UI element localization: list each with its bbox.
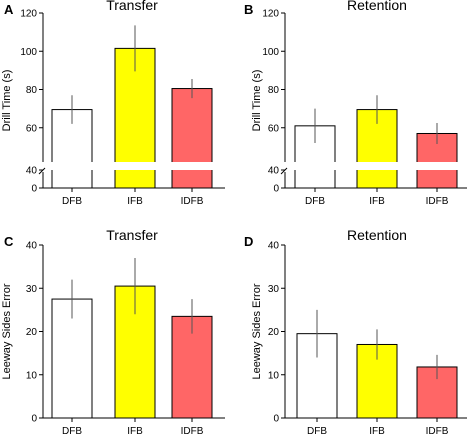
panel-title: Retention xyxy=(347,0,407,13)
y-tick-label: 0 xyxy=(31,184,37,195)
x-tick-label-idfb: IDFB xyxy=(181,426,204,437)
panel-letter: D xyxy=(244,234,253,249)
y-tick-label: 10 xyxy=(26,370,38,381)
x-tick-label-dfb: DFB xyxy=(62,426,82,437)
panel-c: 0 10 20 30 40 DFB IFB IDFB Transfer C Leeway Sides… xyxy=(1,227,225,437)
y-tick-label: 100 xyxy=(262,47,279,58)
x-tick-label-dfb: DFB xyxy=(307,426,327,437)
panel-title: Transfer xyxy=(106,227,158,243)
y-tick-label: 20 xyxy=(268,327,280,338)
y-axis-label: Leeway Sides Error xyxy=(251,283,263,379)
x-tick-label-ifb: IFB xyxy=(127,196,143,207)
y-tick-label: 80 xyxy=(26,85,38,96)
panel-letter: A xyxy=(4,2,14,17)
panel-letter: B xyxy=(244,2,253,17)
x-tick-label-idfb: IDFB xyxy=(426,426,449,437)
y-tick-label: 40 xyxy=(268,241,280,252)
x-tick-label-dfb: DFB xyxy=(62,196,82,207)
y-tick-label: 100 xyxy=(20,47,37,58)
axis-break-band xyxy=(286,162,468,170)
bar-idfb xyxy=(171,88,213,189)
y-tick-label: 120 xyxy=(262,9,279,20)
y-tick-label: 20 xyxy=(26,327,38,338)
y-axis-label: Drill Time (s) xyxy=(1,70,13,132)
x-tick-label-idfb: IDFB xyxy=(181,196,204,207)
y-tick-label: 0 xyxy=(31,414,37,425)
y-tick-label: 30 xyxy=(26,284,38,295)
axis-break-mark xyxy=(280,167,288,175)
bar-dfb xyxy=(51,298,93,419)
y-axis-label: Leeway Sides Error xyxy=(1,283,13,379)
y-tick-label: 60 xyxy=(268,123,280,134)
x-tick-label-ifb: IFB xyxy=(369,426,385,437)
x-tick-label-dfb: DFB xyxy=(305,196,325,207)
panel-letter: C xyxy=(4,234,14,249)
x-tick-label-idfb: IDFB xyxy=(426,196,449,207)
x-tick-label-ifb: IFB xyxy=(369,196,385,207)
y-tick-label: 60 xyxy=(26,123,38,134)
y-tick-label: 120 xyxy=(20,9,37,20)
x-tick-label-ifb: IFB xyxy=(127,426,143,437)
panel-title: Retention xyxy=(347,227,407,243)
y-tick-label: 10 xyxy=(268,370,280,381)
y-tick-label: 0 xyxy=(273,414,279,425)
y-tick-label: 40 xyxy=(26,241,38,252)
axis-break-band xyxy=(44,162,226,170)
panel-a: 0 40 60 80 100 120 DFB IFB IDFB Transfer A Drill Ti… xyxy=(1,0,226,207)
y-tick-label: 40 xyxy=(26,166,38,177)
y-tick-label: 30 xyxy=(268,284,280,295)
y-axis-label: Drill Time (s) xyxy=(251,70,263,132)
y-tick-label: 80 xyxy=(268,85,280,96)
panel-d: 0 10 20 30 40 DFB IFB IDFB Retention D Leeway Side… xyxy=(244,227,467,437)
y-tick-label: 0 xyxy=(273,184,279,195)
y-tick-label: 40 xyxy=(268,166,280,177)
axis-break-mark xyxy=(38,167,46,175)
panel-title: Transfer xyxy=(106,0,158,13)
panel-b: 0 40 60 80 100 120 DFB IFB IDFB Retention B Drill T… xyxy=(244,0,468,207)
